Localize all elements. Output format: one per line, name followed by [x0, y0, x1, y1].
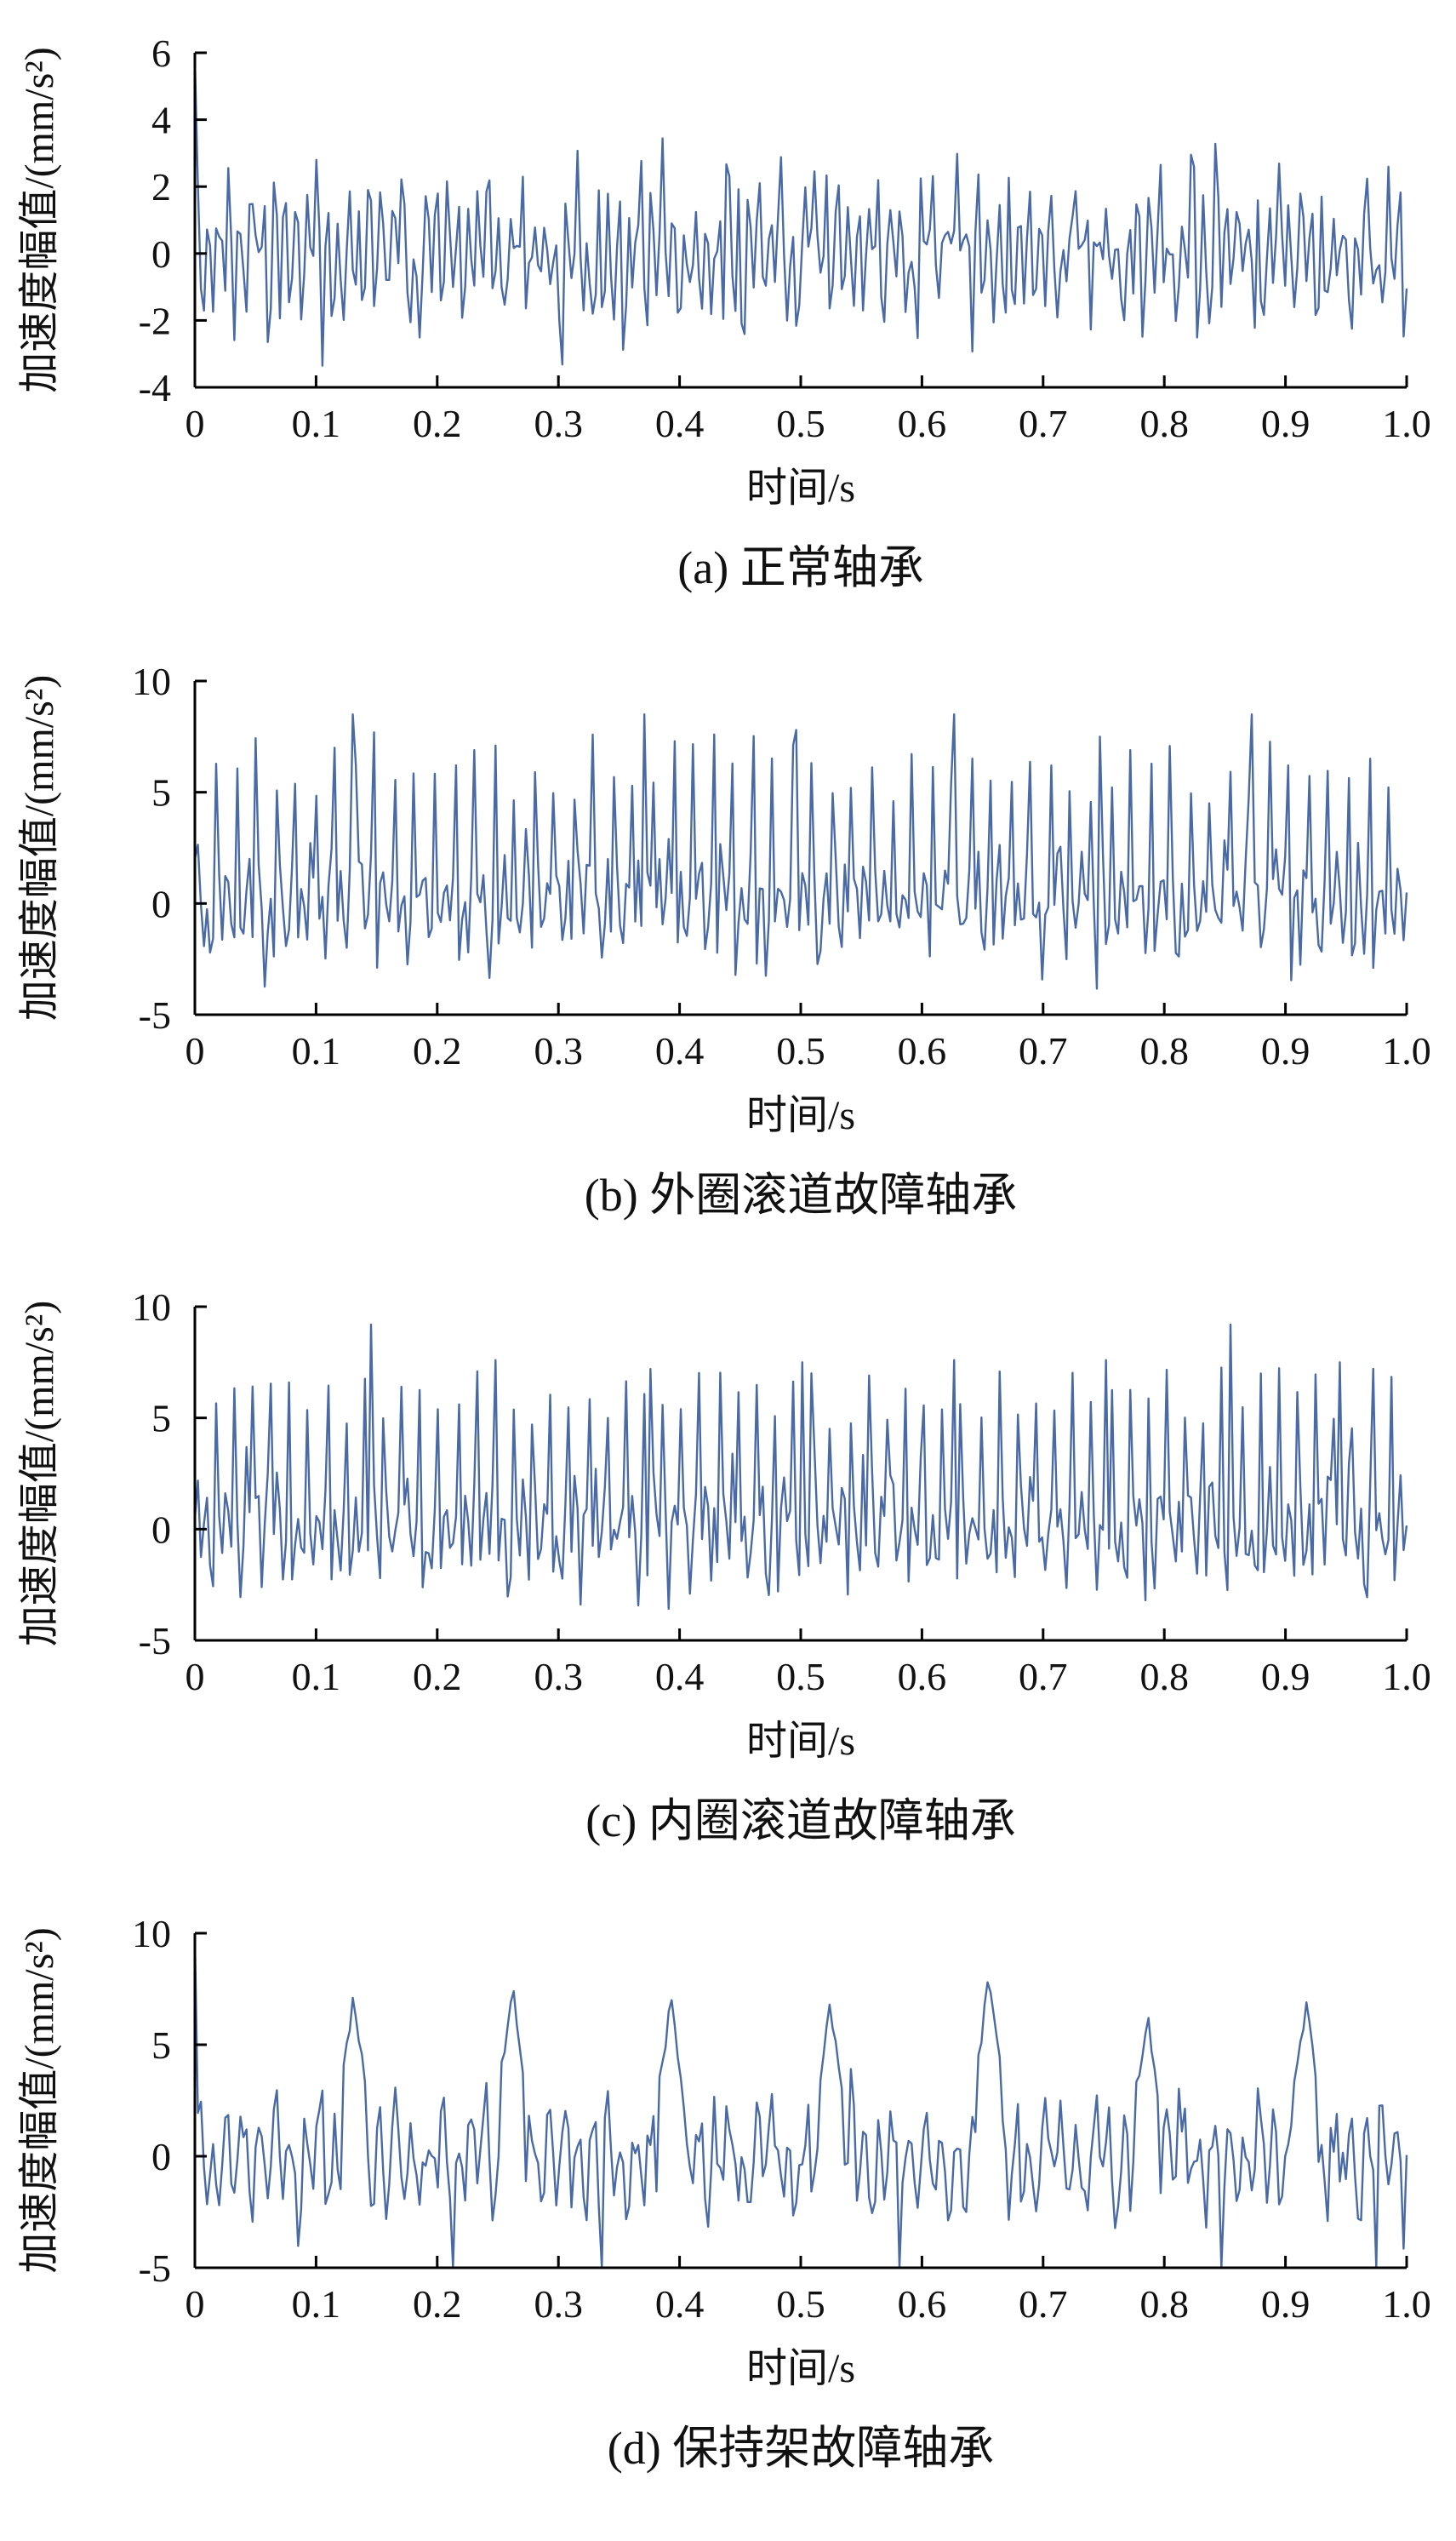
y-tick-label: 0: [151, 882, 171, 925]
y-tick-label: 5: [151, 1397, 171, 1440]
y-axis-title: 加速度幅值/(mm/s²): [17, 47, 62, 392]
y-tick-label: -2: [139, 299, 171, 342]
x-tick-label: 0.9: [1261, 1029, 1310, 1073]
x-axis-title: 时间/s: [746, 2346, 855, 2391]
y-tick-label: 0: [151, 2135, 171, 2178]
x-tick-label: 0.3: [534, 1029, 583, 1073]
x-tick-label: 0.5: [776, 1655, 825, 1698]
y-tick-label: -4: [139, 366, 171, 409]
y-axis-title: 加速度幅值/(mm/s²): [17, 1927, 62, 2273]
x-tick-label: 0.9: [1261, 1655, 1310, 1698]
x-tick-label: 0.8: [1139, 2282, 1189, 2326]
x-tick-label: 0.2: [413, 2282, 462, 2326]
chart-panel-3: 0 0.1 0.2 0.3 0.4 0.5 0.6 0.7 0.8 0.9 1.0 -5 0 5 10 加速度…: [17, 1285, 1431, 1846]
x-axis-title: 时间/s: [746, 1093, 855, 1138]
x-tick-label: 0: [186, 2282, 205, 2326]
x-tick-label: 0.4: [655, 402, 705, 445]
y-tick-label: -5: [139, 993, 171, 1037]
y-tick-label: 10: [132, 1285, 171, 1329]
y-tick-label: -5: [139, 2246, 171, 2290]
x-tick-label: 0: [186, 1655, 205, 1698]
x-tick-label: 0.6: [898, 1655, 947, 1698]
y-tick-label: 0: [151, 232, 171, 276]
panel-caption: (a) 正常轴承: [677, 542, 923, 593]
x-axis-title: 时间/s: [746, 1719, 855, 1764]
series-line: [193, 1937, 1408, 2269]
x-tick-label: 0.9: [1261, 402, 1310, 445]
x-tick-label: 0.4: [655, 2282, 705, 2326]
x-tick-label: 0.2: [413, 402, 462, 445]
chart-panel-4: 0 0.1 0.2 0.3 0.4 0.5 0.6 0.7 0.8 0.9 1.0 -5 0 5 10 加速度…: [17, 1912, 1431, 2474]
x-tick-label: 0.3: [534, 402, 583, 445]
x-tick-label: 1.0: [1382, 2282, 1431, 2326]
x-tick-label: 0.5: [776, 2282, 825, 2326]
x-tick-label: 0.2: [413, 1029, 462, 1073]
y-tick-label: -5: [139, 1619, 171, 1663]
chart-panel-2: 0 0.1 0.2 0.3 0.4 0.5 0.6 0.7 0.8 0.9 1.0 -5 0 5 10 加速度…: [17, 660, 1431, 1221]
x-tick-label: 0.1: [292, 2282, 341, 2326]
chart-panel-1: 0 0.1 0.2 0.3 0.4 0.5 0.6 0.7 0.8 0.9 1.0 -4 -2 0 2 4 6 加…: [17, 31, 1431, 593]
x-tick-label: 0.6: [898, 2282, 947, 2326]
x-tick-label: 0.4: [655, 1655, 705, 1698]
x-tick-label: 0.8: [1139, 402, 1189, 445]
series-line: [193, 713, 1408, 990]
x-tick-label: 1.0: [1382, 1029, 1431, 1073]
x-tick-label: 0: [186, 402, 205, 445]
x-tick-label: 0.7: [1019, 1655, 1068, 1698]
x-tick-label: 0: [186, 1029, 205, 1073]
x-tick-label: 0.2: [413, 1655, 462, 1698]
y-tick-label: 0: [151, 1508, 171, 1551]
x-tick-label: 0.1: [292, 402, 341, 445]
x-tick-label: 0.6: [898, 1029, 947, 1073]
series-line: [193, 1323, 1408, 1611]
x-tick-label: 1.0: [1382, 1655, 1431, 1698]
x-tick-label: 0.7: [1019, 2282, 1068, 2326]
panel-caption: (b) 外圈滚道故障轴承: [585, 1170, 1017, 1221]
y-tick-label: 6: [151, 31, 171, 75]
x-tick-label: 0.3: [534, 1655, 583, 1698]
x-tick-label: 0.4: [655, 1029, 705, 1073]
x-tick-label: 0.1: [292, 1029, 341, 1073]
y-axis-title: 加速度幅值/(mm/s²): [17, 1301, 62, 1646]
x-tick-label: 0.1: [292, 1655, 341, 1698]
x-tick-label: 0.5: [776, 1029, 825, 1073]
x-tick-label: 0.6: [898, 402, 947, 445]
x-tick-label: 0.7: [1019, 1029, 1068, 1073]
series-line: [193, 59, 1408, 367]
y-tick-label: 2: [151, 165, 171, 209]
panel-caption: (d) 保持架故障轴承: [608, 2423, 994, 2474]
x-tick-label: 0.9: [1261, 2282, 1310, 2326]
x-tick-label: 0.3: [534, 2282, 583, 2326]
y-tick-label: 5: [151, 771, 171, 815]
y-tick-label: 10: [132, 1912, 171, 1955]
y-tick-label: 4: [151, 99, 171, 142]
panel-caption: (c) 内圈滚道故障轴承: [585, 1795, 1015, 1846]
x-tick-label: 0.8: [1139, 1029, 1189, 1073]
x-tick-label: 0.5: [776, 402, 825, 445]
y-tick-label: 10: [132, 660, 171, 703]
x-axis-title: 时间/s: [746, 466, 855, 511]
y-axis-title: 加速度幅值/(mm/s²): [17, 675, 62, 1021]
x-tick-label: 1.0: [1382, 402, 1431, 445]
y-tick-label: 5: [151, 2023, 171, 2067]
x-tick-label: 0.7: [1019, 402, 1068, 445]
x-tick-label: 0.8: [1139, 1655, 1189, 1698]
